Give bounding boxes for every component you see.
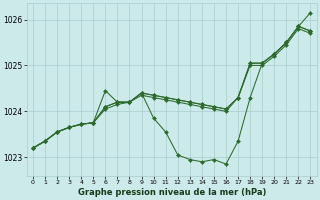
X-axis label: Graphe pression niveau de la mer (hPa): Graphe pression niveau de la mer (hPa) [77, 188, 266, 197]
